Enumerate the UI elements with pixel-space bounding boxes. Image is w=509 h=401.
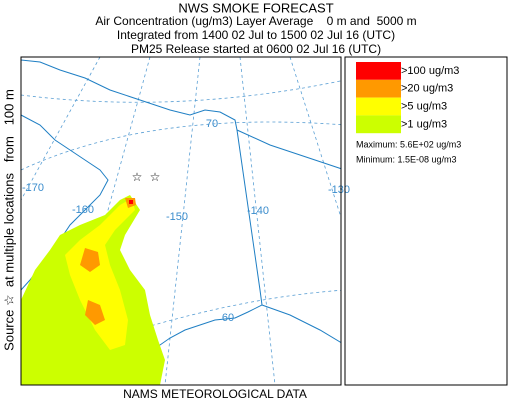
minimum: Minimum: 1.5E-08 ug/m3 <box>356 154 457 164</box>
graticule <box>239 57 276 385</box>
plume-level <box>65 198 135 350</box>
legend: Maximum: 5.6E+02 ug/m3 Minimum: 1.5E-08 … <box>344 56 508 386</box>
subtitle: Integrated from 1400 02 Jul to 1500 02 J… <box>117 28 395 42</box>
source-star: ☆ <box>132 170 143 184</box>
footer: NAMS METEOROLOGICAL DATA <box>123 387 307 401</box>
longitude-label: -150 <box>166 211 188 223</box>
side-label: Source ☆ at multiple locations from 100 … <box>1 89 16 351</box>
legend-label: >100 ug/m3 <box>401 65 459 77</box>
plume-level <box>80 198 136 325</box>
legend-swatch <box>356 115 401 134</box>
coastline <box>21 59 263 385</box>
legend-frame <box>344 56 508 386</box>
longitude-label: -130 <box>328 184 350 196</box>
coastline <box>236 129 341 170</box>
graticule <box>21 121 341 171</box>
subtitle: Air Concentration (ug/m3) Layer Average … <box>95 14 416 28</box>
latitude-label: 60 <box>222 312 234 324</box>
longitude-label: -170 <box>22 182 44 194</box>
longitude-label: -160 <box>72 204 94 216</box>
maximum: Maximum: 5.6E+02 ug/m3 <box>356 139 461 149</box>
latitude-label: 70 <box>206 118 218 130</box>
legend-swatch <box>356 79 401 98</box>
graticule <box>21 80 341 103</box>
legend-swatch <box>356 62 401 80</box>
title: NWS SMOKE FORECAST <box>178 0 333 15</box>
map: ☆ ☆ 70 60 -170 -160 -150 -140 -130 <box>20 56 350 386</box>
source-star: ☆ <box>150 170 161 184</box>
graticule <box>21 57 101 201</box>
legend-label: >5 ug/m3 <box>401 101 447 113</box>
plume <box>21 195 165 385</box>
plume-level <box>129 200 133 204</box>
map-frame <box>20 56 342 386</box>
coastline <box>261 304 341 344</box>
graticule <box>164 57 201 385</box>
graticule <box>289 57 341 219</box>
legend-label: >1 ug/m3 <box>401 118 447 130</box>
legend-label: >20 ug/m3 <box>401 83 453 95</box>
legend-swatch <box>356 97 401 116</box>
subtitle: PM25 Release started at 0600 02 Jul 16 (… <box>131 42 381 56</box>
longitude-label: -140 <box>247 205 269 217</box>
